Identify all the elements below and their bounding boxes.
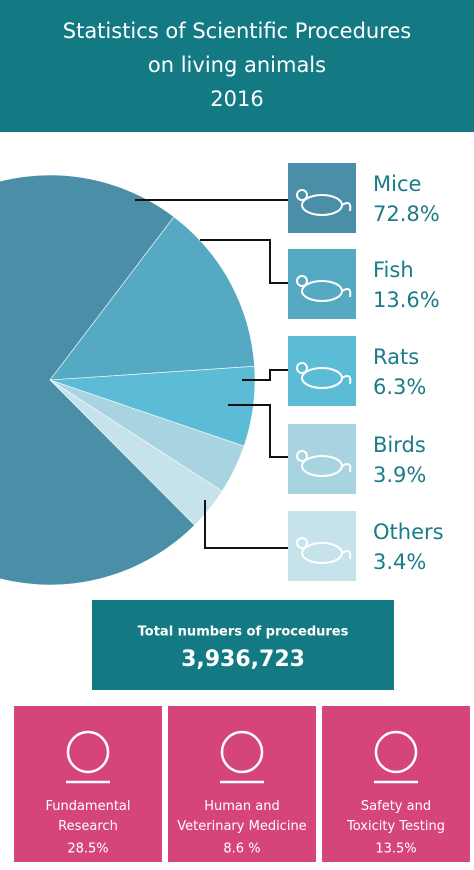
legend-label: Others	[373, 520, 444, 544]
legend: Mice 72.8% Fish 13.6% Rats 6.3% Birds 3.9% Other…	[135, 163, 444, 581]
legend-icon	[296, 450, 352, 477]
icon-head	[296, 537, 308, 549]
connector	[228, 404, 288, 458]
legend-value: 6.3%	[373, 375, 426, 399]
legend-icon-box	[288, 424, 356, 494]
legend-label: Mice	[373, 172, 421, 196]
purpose-icon	[66, 730, 110, 784]
legend-icon	[296, 362, 352, 389]
chart-subtitle: on living animals	[148, 53, 326, 77]
purpose-icon	[220, 730, 264, 784]
icon-head	[296, 189, 308, 201]
legend-icon-box	[288, 163, 356, 233]
purpose-box	[14, 706, 162, 862]
purpose-box	[168, 706, 316, 862]
legend-value: 3.9%	[373, 463, 426, 487]
icon-shape	[220, 730, 264, 774]
legend-icon-box	[288, 511, 356, 581]
purpose-value: 8.6 %	[223, 842, 260, 857]
legend-icon	[296, 275, 352, 302]
purpose-icon	[374, 730, 418, 784]
icon-tail	[341, 375, 352, 385]
pie-slice	[49, 216, 255, 381]
chart-year: 2016	[210, 87, 263, 111]
total-label: Total numbers of procedures	[138, 625, 349, 640]
icon-head	[296, 362, 308, 374]
legend-label: Birds	[373, 433, 426, 457]
legend-icon-box	[288, 336, 356, 406]
legend-value: 3.4%	[373, 550, 426, 574]
chart-title: Statistics of Scientific Procedures	[63, 19, 412, 43]
connector	[204, 500, 288, 549]
legend-icon	[296, 189, 352, 216]
purposes: Fundamental Research 28.5% Human and Veterin…	[14, 706, 470, 862]
pie	[0, 174, 256, 586]
legend-icon	[296, 537, 352, 564]
connector	[242, 369, 288, 381]
legend-label: Rats	[373, 345, 419, 369]
icon-tail	[341, 202, 352, 212]
icon-shape	[374, 730, 418, 774]
purpose-value: 13.5%	[375, 842, 416, 857]
connector	[200, 239, 288, 284]
icon-tail	[341, 463, 352, 473]
header	[0, 0, 474, 132]
legend-icon-box	[288, 249, 356, 319]
icon-tail	[341, 288, 352, 298]
total-box	[92, 600, 394, 690]
total-value: 3,936,723	[181, 647, 305, 672]
purpose-box	[322, 706, 470, 862]
icon-head	[296, 450, 308, 462]
icon-shape	[66, 730, 110, 774]
icon-head	[296, 275, 308, 287]
purpose-label: Safety and Toxicity Testing	[346, 799, 445, 834]
purpose-label: Human and Veterinary Medicine	[177, 799, 306, 834]
legend-value: 13.6%	[373, 288, 440, 312]
purpose-label: Fundamental Research	[45, 799, 130, 834]
legend-label: Fish	[373, 258, 414, 282]
icon-tail	[341, 550, 352, 560]
pie-slice	[0, 174, 196, 586]
legend-value: 72.8%	[373, 202, 440, 226]
purpose-value: 28.5%	[67, 842, 108, 857]
